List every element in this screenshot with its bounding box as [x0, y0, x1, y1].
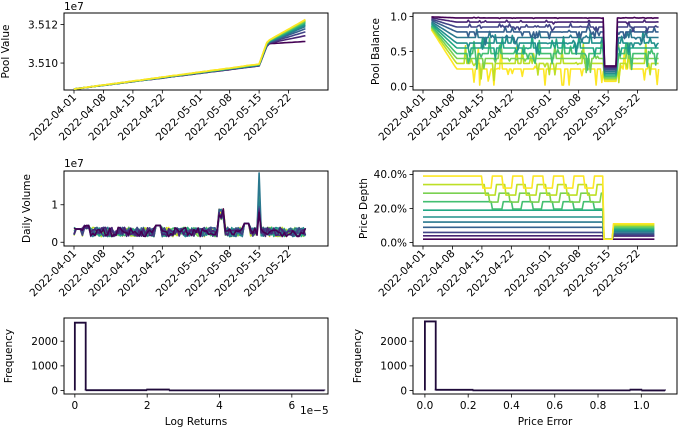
- x-tick-label: 4: [216, 400, 223, 412]
- series-line: [430, 27, 659, 84]
- series-line: [430, 29, 660, 86]
- series-line: [423, 216, 655, 240]
- series-line: [431, 17, 659, 68]
- x-tick-label: 0.2: [460, 400, 477, 412]
- series-line: [73, 20, 306, 90]
- y-tick-label: 1000: [380, 361, 407, 373]
- y-axis-label: Pool Value: [0, 25, 12, 79]
- series-line: [423, 235, 655, 240]
- series-line: [423, 175, 655, 240]
- y-axis-label: Frequency: [3, 329, 15, 383]
- histogram-bar: [146, 388, 170, 391]
- series-line: [73, 19, 306, 90]
- x-tick-label: 1.0: [633, 400, 650, 412]
- series-line: [423, 183, 655, 240]
- histogram-bar: [434, 388, 474, 391]
- pool-value-axes-frame: [63, 12, 329, 91]
- y-tick-label: 0.0%: [380, 237, 407, 249]
- x-tick-label: 0.8: [590, 400, 607, 412]
- y-tick-label: 1: [51, 200, 58, 212]
- y-tick-label: 0: [51, 237, 58, 249]
- y-tick-label: 3.510: [28, 58, 58, 70]
- y-axis-label: Frequency: [352, 329, 364, 383]
- series-line: [423, 200, 655, 240]
- series-line: [73, 22, 306, 90]
- y-tick-label: 40.0%: [374, 169, 407, 181]
- series-line: [74, 24, 306, 90]
- y-tick-label: 0: [51, 385, 58, 397]
- axis-offset-label: 1e7: [64, 1, 84, 13]
- y-tick-label: 3.512: [28, 19, 58, 31]
- x-tick-label: 0.4: [503, 400, 520, 412]
- axis-offset-label: 1e−5: [300, 405, 329, 417]
- series-line: [430, 23, 659, 76]
- y-axis-label: Daily Volume: [21, 174, 33, 243]
- series-line: [431, 21, 659, 73]
- y-tick-label: 2000: [380, 336, 407, 348]
- daily-volume-axes-frame: [63, 170, 329, 247]
- series-line: [423, 226, 655, 240]
- series-line: [423, 231, 655, 240]
- y-tick-label: 0.5: [390, 46, 407, 58]
- series-line: [73, 18, 306, 90]
- y-tick-label: 1000: [31, 361, 58, 373]
- axis-offset-label: 1e7: [64, 158, 84, 170]
- series-line: [73, 208, 307, 238]
- y-tick-label: 0.0: [390, 81, 407, 93]
- x-tick-label: 6: [288, 400, 295, 412]
- histogram-bar: [629, 388, 643, 391]
- y-tick-label: 1.0: [390, 11, 407, 23]
- series-line: [73, 21, 306, 90]
- x-tick-label: 0.0: [417, 400, 434, 412]
- y-axis-label: Price Depth: [358, 178, 370, 239]
- series-line: [431, 16, 659, 67]
- log-returns-axes-frame: [63, 317, 329, 395]
- x-axis-label: Log Returns: [165, 416, 227, 428]
- y-tick-label: 20.0%: [374, 203, 407, 215]
- histogram-bar: [73, 321, 87, 391]
- series-line: [73, 209, 307, 238]
- series-line: [431, 19, 659, 71]
- series-line: [430, 22, 660, 75]
- series-line: [423, 221, 655, 240]
- series-line: [423, 192, 655, 240]
- series-line: [431, 18, 659, 70]
- y-axis-label: Pool Balance: [370, 18, 382, 85]
- x-tick-label: 2: [144, 400, 151, 412]
- series-line: [423, 209, 655, 240]
- y-tick-label: 2000: [31, 336, 58, 348]
- series-line: [73, 40, 306, 90]
- price-error-axes-frame: [412, 317, 678, 395]
- x-tick-label: 0.6: [546, 400, 563, 412]
- series-line: [73, 28, 306, 90]
- histogram-bar: [424, 320, 437, 391]
- x-axis-label: Price Error: [518, 416, 573, 428]
- x-tick-label: 0: [72, 400, 79, 412]
- y-tick-label: 0: [400, 385, 407, 397]
- series-line: [73, 25, 306, 90]
